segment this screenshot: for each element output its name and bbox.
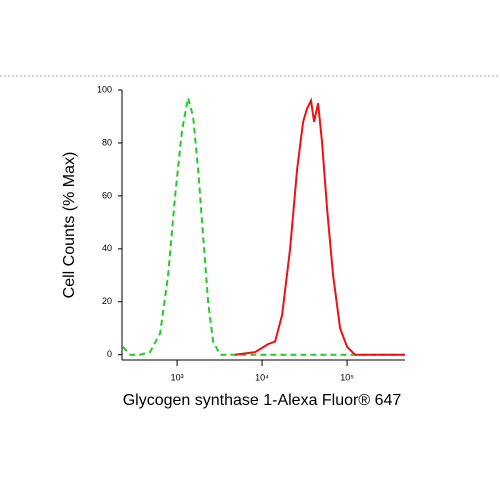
- y-tick-label: 20: [102, 296, 112, 306]
- y-tick-label: 80: [102, 137, 112, 147]
- x-tick-label: 10⁴: [255, 372, 269, 382]
- y-axis-label: Cell Counts (% Max): [61, 152, 78, 299]
- x-tick-label: 10⁵: [340, 372, 354, 382]
- histogram-line: [234, 97, 405, 356]
- y-tick-label: 60: [102, 190, 112, 200]
- y-tick-label: 100: [97, 84, 112, 94]
- y-tick-label: 0: [107, 349, 112, 359]
- x-tick-label: 10³: [171, 372, 184, 382]
- y-tick-label: 40: [102, 243, 112, 253]
- x-axis-label: Glycogen synthase 1-Alexa Fluor® 647: [123, 392, 402, 409]
- histogram-line: [122, 97, 405, 356]
